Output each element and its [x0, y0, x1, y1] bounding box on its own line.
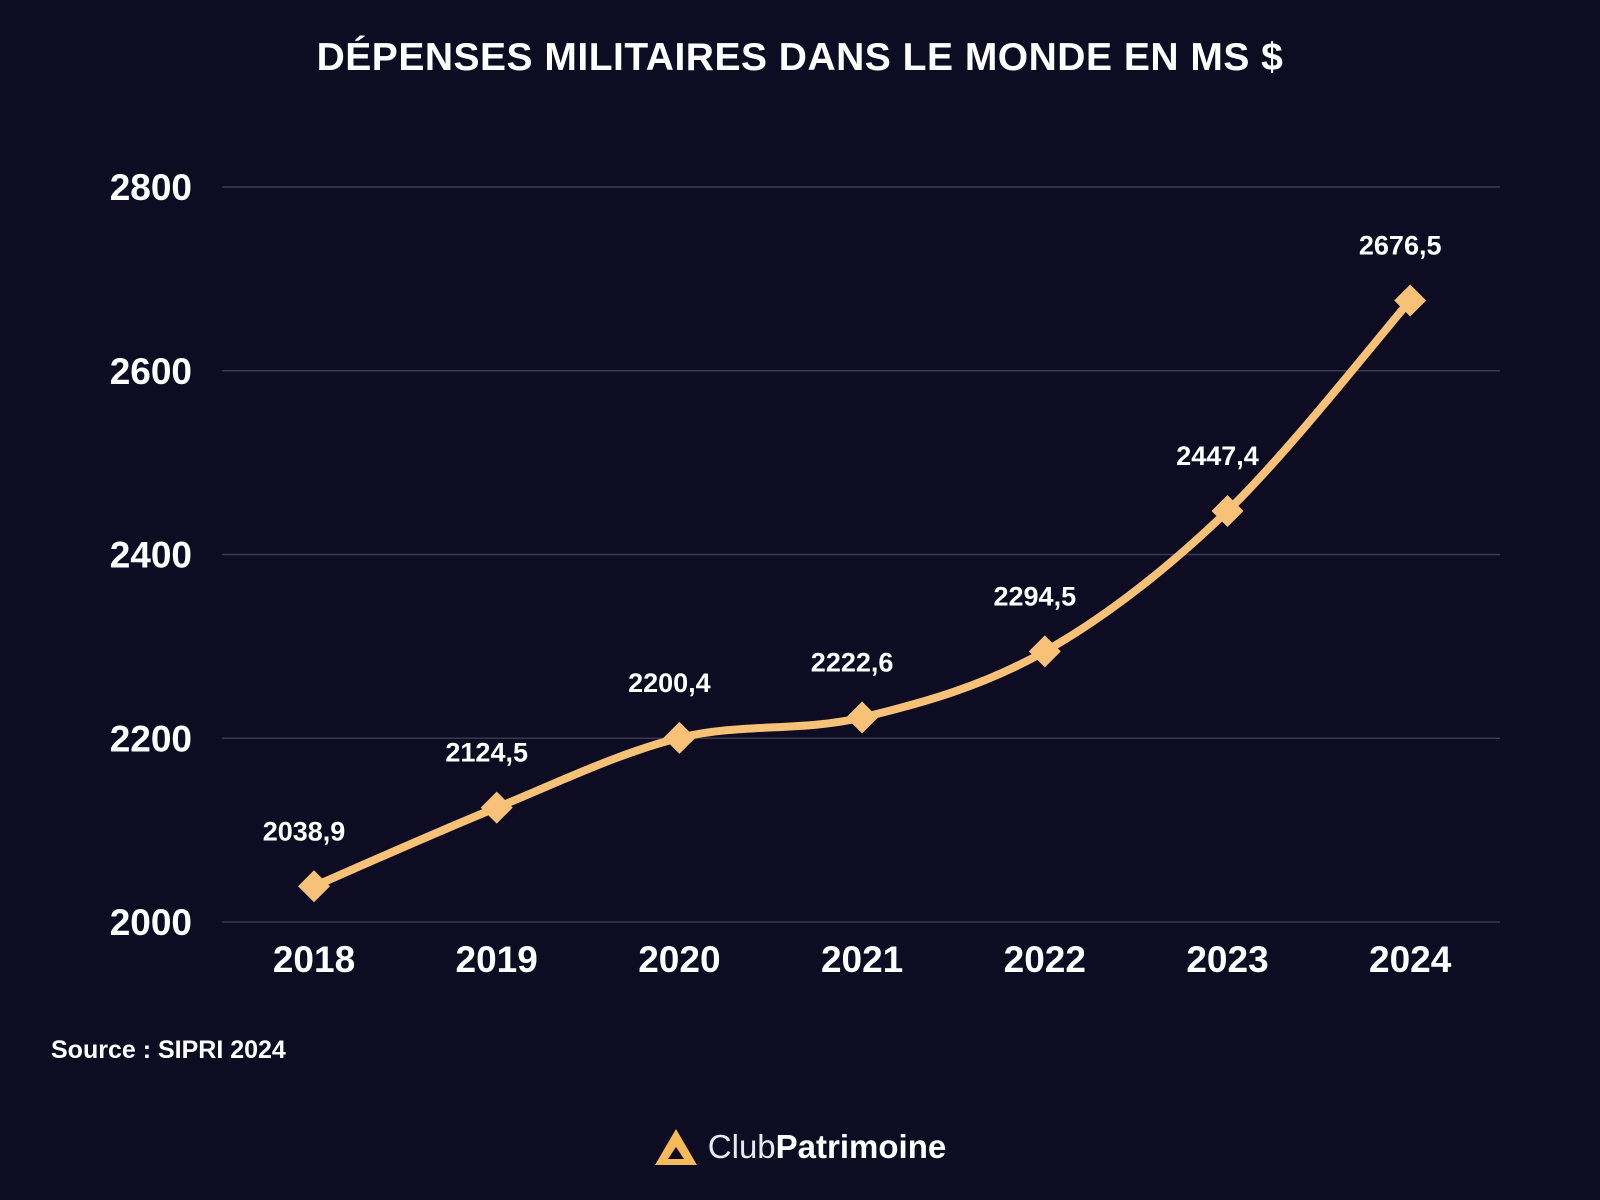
data-value-label: 2447,4 [1176, 441, 1259, 471]
data-point-marker [1394, 284, 1427, 317]
y-tick-label: 2600 [110, 351, 192, 392]
series-line [310, 296, 1415, 891]
data-value-label: 2124,5 [445, 738, 528, 768]
x-tick-label: 2020 [638, 939, 720, 980]
x-tick-label: 2019 [456, 939, 538, 980]
data-point-marker [846, 701, 879, 734]
y-tick-label: 2400 [110, 535, 192, 576]
data-point-marker [663, 721, 696, 754]
data-point-marker [298, 870, 330, 903]
x-tick-label: 2021 [821, 939, 903, 980]
x-tick-label: 2024 [1369, 939, 1452, 980]
chart-title: DÉPENSES MILITAIRES DANS LE MONDE EN MS … [316, 36, 1284, 79]
x-tick-label: 2018 [273, 939, 355, 980]
data-value-label: 2676,5 [1359, 230, 1442, 260]
x-tick-label: 2022 [1004, 939, 1086, 980]
y-axis-ticks: 2000 2200 2400 2600 2800 [110, 167, 192, 943]
source-note: Source : SIPRI 2024 [51, 1036, 286, 1064]
triangle-logo-icon [654, 1129, 697, 1165]
brand-name-bold: Patrimoine [775, 1128, 947, 1165]
y-tick-label: 2200 [110, 718, 192, 759]
data-value-label: 2294,5 [994, 581, 1077, 611]
data-point-marker [1028, 635, 1061, 668]
brand-footer: ClubPatrimoine [0, 1128, 1600, 1174]
y-tick-label: 2000 [110, 902, 192, 943]
data-value-label: 2200,4 [628, 668, 711, 698]
data-point-marker [1211, 494, 1244, 527]
data-markers [298, 284, 1427, 903]
x-axis-ticks: 2018 2019 2020 2021 2022 2023 2024 [273, 939, 1452, 980]
x-tick-label: 2023 [1186, 939, 1268, 980]
data-value-label: 2038,9 [263, 816, 346, 846]
data-point-marker [480, 791, 513, 824]
data-value-label: 2222,6 [811, 647, 894, 677]
grid-lines [222, 186, 1500, 923]
brand-name-light: Club [707, 1128, 776, 1165]
data-labels: 2038,9 2124,5 2200,4 2222,6 2294,5 2447,4 2676… [263, 230, 1442, 846]
y-tick-label: 2800 [110, 167, 192, 208]
